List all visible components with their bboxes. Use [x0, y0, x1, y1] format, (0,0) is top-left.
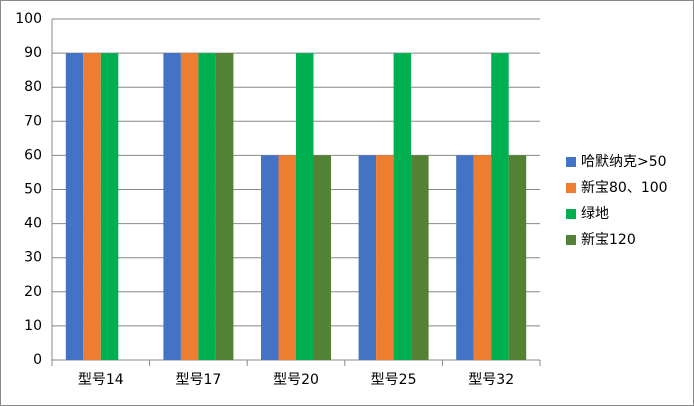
- legend-label: 哈默纳克>50: [581, 154, 667, 170]
- legend-swatch: [566, 235, 576, 245]
- y-tick-label: 50: [24, 182, 42, 198]
- bar: [296, 53, 314, 360]
- x-tick-label: 型号17: [175, 372, 221, 388]
- legend-swatch: [566, 157, 576, 167]
- bar: [313, 155, 331, 360]
- y-tick-label: 40: [24, 216, 42, 232]
- y-tick-label: 80: [24, 79, 42, 95]
- bar: [261, 155, 279, 360]
- bar: [65, 53, 84, 360]
- bar: [278, 155, 296, 360]
- bar: [163, 53, 181, 360]
- y-tick-label: 10: [24, 318, 42, 334]
- x-tick-label: 型号14: [78, 372, 124, 388]
- bar: [83, 53, 101, 360]
- x-tick-label: 型号32: [468, 372, 514, 388]
- y-tick-label: 100: [15, 11, 42, 27]
- legend-swatch: [566, 209, 576, 219]
- y-tick-label: 20: [24, 284, 42, 300]
- bar: [198, 53, 216, 360]
- y-tick-label: 70: [24, 113, 42, 129]
- bar: [215, 53, 234, 360]
- bar: [393, 53, 412, 360]
- bar: [473, 155, 492, 360]
- bar: [180, 53, 199, 360]
- y-tick-label: 90: [24, 45, 42, 61]
- bar: [491, 53, 509, 360]
- y-tick-label: 0: [33, 352, 42, 368]
- bar: [376, 155, 394, 360]
- bar: [508, 155, 527, 360]
- bar: [100, 53, 119, 360]
- bar: [456, 155, 474, 360]
- y-tick-label: 60: [24, 147, 42, 163]
- legend-swatch: [566, 183, 576, 193]
- bar: [411, 155, 429, 360]
- legend-label: 新宝120: [581, 232, 636, 248]
- x-tick-label: 型号25: [371, 372, 417, 388]
- y-tick-label: 30: [24, 250, 42, 266]
- legend-label: 绿地: [581, 206, 609, 222]
- legend-label: 新宝80、100: [581, 180, 668, 196]
- bar: [358, 155, 377, 360]
- x-tick-label: 型号20: [273, 372, 319, 388]
